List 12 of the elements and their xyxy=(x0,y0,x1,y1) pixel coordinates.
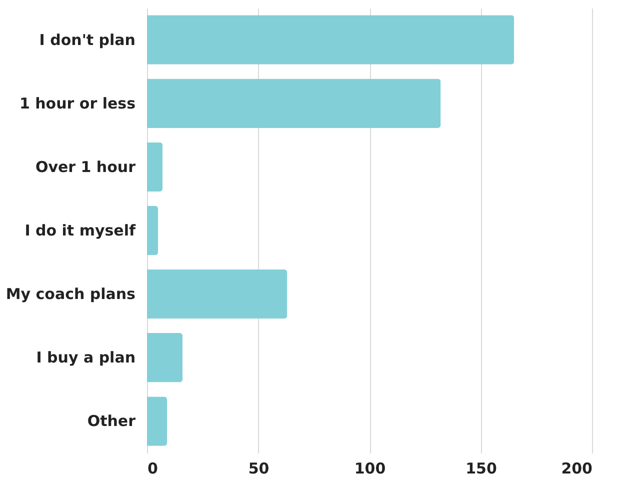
y-tick-label: I buy a plan xyxy=(36,348,136,367)
x-tick-label: 50 xyxy=(248,460,270,478)
y-tick-label: My coach plans xyxy=(6,285,136,304)
y-tick-label: Over 1 hour xyxy=(35,158,136,176)
x-tick-label: 200 xyxy=(561,460,592,478)
y-tick-label: I don't plan xyxy=(39,30,136,49)
y-tick-label: 1 hour or less xyxy=(19,94,136,112)
x-tick-label: 150 xyxy=(466,460,497,478)
x-tick-label: 100 xyxy=(354,460,386,478)
y-tick-label: I do it myself xyxy=(24,222,136,240)
x-tick-label: 0 xyxy=(148,460,158,478)
y-tick-label: Other xyxy=(87,412,136,430)
